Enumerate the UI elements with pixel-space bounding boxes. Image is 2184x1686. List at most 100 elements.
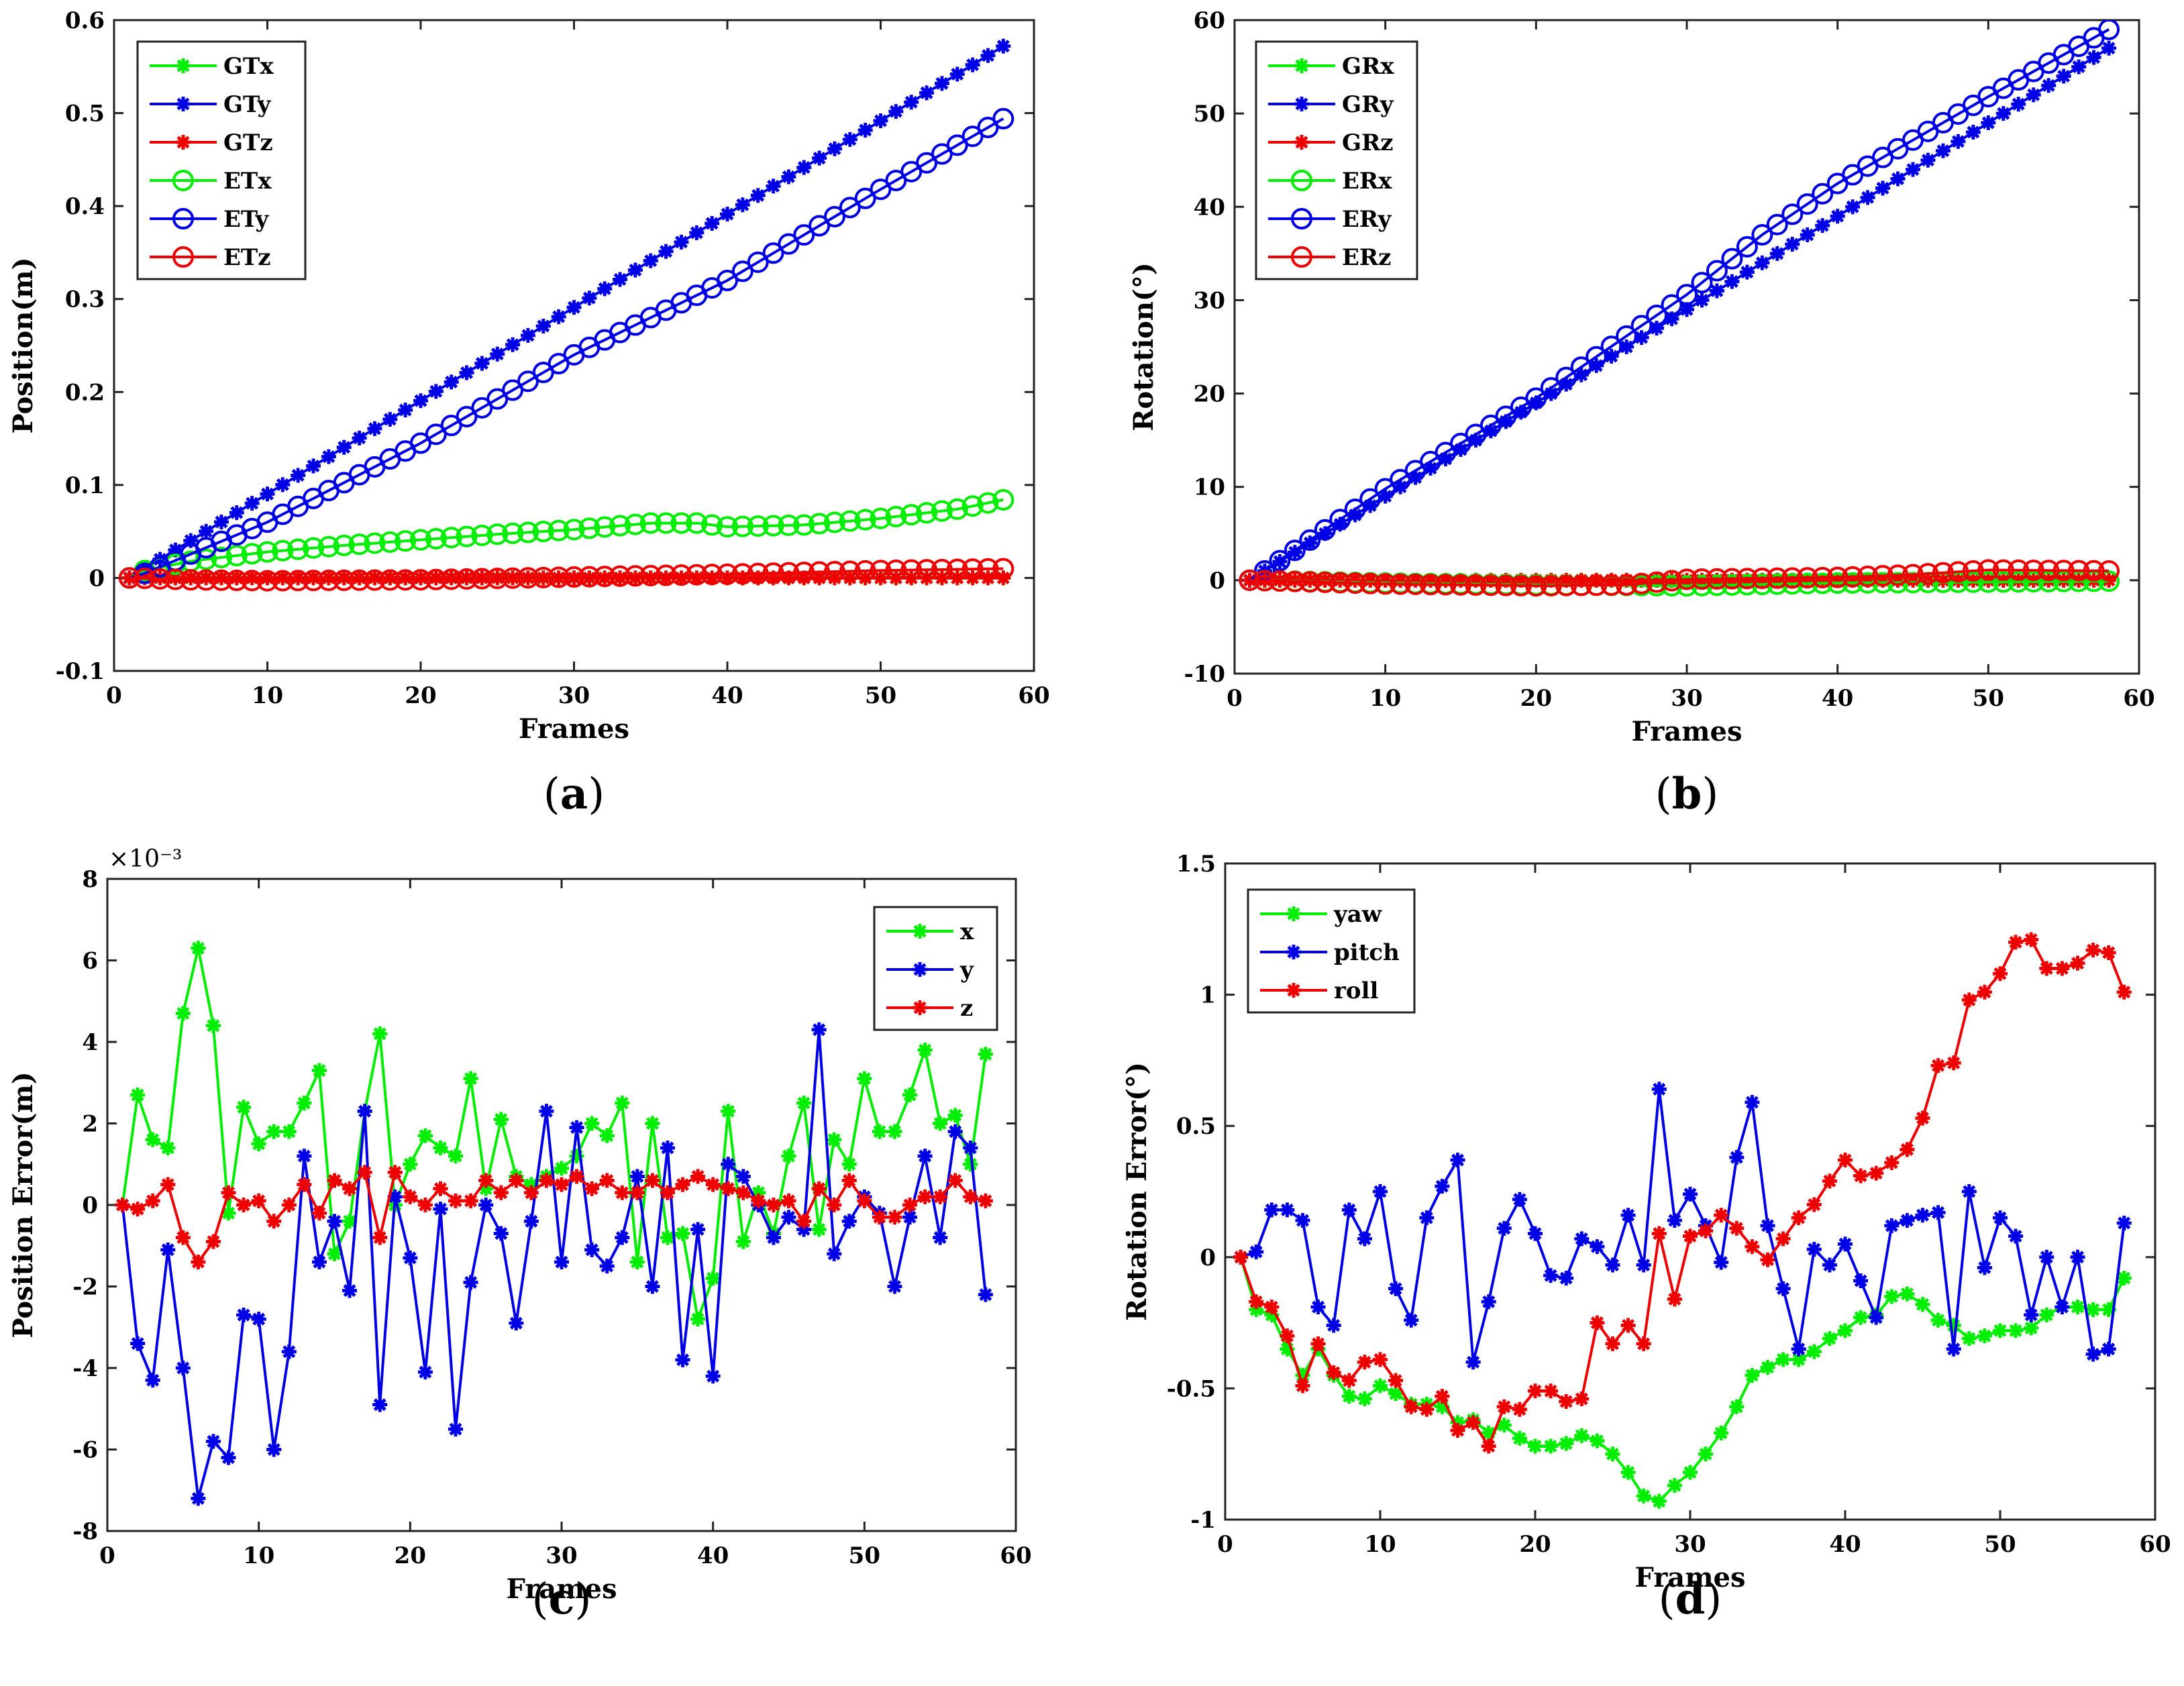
point-pitch [1853,1273,1869,1289]
point-ETz [609,565,631,587]
x-tick-label: 50 [849,1542,880,1569]
point-z [115,1198,130,1212]
point-z [887,1210,902,1225]
point-y [523,1214,539,1229]
point-GRy [2026,87,2041,103]
point-ERz [1736,568,1758,590]
point-GRy [1995,106,2011,121]
point-GRy [1860,190,1875,205]
point-pitch [1559,1271,1574,1286]
point-GTy [812,150,827,166]
point-GTy [582,291,597,306]
point-GTz [352,570,367,586]
point-pitch [1574,1231,1590,1247]
point-ETz [854,560,876,582]
point-GTy [873,113,888,129]
chart-panel-c: 0 10 20 30 40 50 60 -8 -6 -4 -2 0 2 4 6 8 Frames Position… [7,845,1032,1624]
point-ETx [272,539,294,562]
point-ERz [2098,560,2120,582]
point-GRz [1890,572,1906,588]
point-ERz [1374,573,1396,595]
point-ETz [563,566,585,588]
x-axis-label: Frames [507,1573,617,1605]
point-roll [1915,1110,1930,1126]
point-pitch [1806,1242,1822,1257]
point-x [933,1116,948,1131]
point-ETx [364,532,386,554]
point-GTy [275,477,291,492]
point-ETx [931,500,953,522]
point-ERy [1555,366,1577,388]
point-roll [1791,1210,1806,1226]
point-y [342,1283,358,1298]
point-pitch [1683,1186,1698,1202]
point-z [796,1214,812,1229]
legend-marker-ERy [1291,208,1312,229]
point-y [569,1120,584,1135]
point-x [554,1161,569,1176]
point-pitch [1915,1208,1930,1223]
point-ETy [992,107,1015,129]
point-x [191,941,206,956]
series-layer [1233,932,2132,1509]
point-ETz [532,566,554,588]
point-GTy [244,496,260,511]
point-ETy [823,205,845,227]
point-x [615,1096,630,1111]
point-z [160,1177,176,1192]
point-pitch [1373,1184,1388,1199]
point-x [735,1234,751,1249]
point-ERz [1540,574,1562,596]
point-x [584,1116,600,1131]
point-z [766,1198,781,1212]
point-pitch [1930,1205,1946,1220]
point-GTy [566,300,582,315]
point-roll [1310,1336,1326,1351]
point-yaw [1760,1360,1775,1375]
point-y [539,1104,554,1119]
point-ERx [2052,570,2075,592]
point-z [327,1173,342,1188]
legend-marker-y [913,962,927,977]
point-GTy [597,281,613,297]
point-GTy [888,104,904,119]
point-yaw [1388,1386,1404,1402]
point-ERz [1585,574,1608,596]
legend-entry-ERy: ERy [1342,206,1392,233]
point-y [811,1022,827,1037]
point-ERy [1781,203,1804,225]
point-y [766,1230,781,1245]
point-ETx [670,512,692,534]
point-GTy [705,216,720,231]
point-yaw [2101,1302,2116,1318]
point-ETy [717,270,738,291]
point-ERy [1736,235,1758,258]
point-ERz [1239,569,1261,591]
point-pitch [1745,1094,1760,1110]
point-ERz [1555,574,1577,596]
point-ETx [900,504,923,526]
point-yaw [1574,1428,1590,1443]
point-yaw [1698,1446,1714,1462]
point-pitch [1651,1082,1667,1097]
point-GTy [490,346,505,362]
point-ERz [1812,566,1834,588]
point-GTz [873,570,888,586]
point-x [251,1136,266,1151]
point-GTy [674,234,689,250]
point-GTy [321,449,336,464]
y-tick-label: 0 [82,1192,98,1219]
point-roll [1496,1399,1512,1414]
point-GTy [766,178,781,194]
point-ERz [1751,568,1773,590]
point-GRy [1830,209,1845,224]
point-ETz [977,558,999,580]
legend-box [136,40,307,280]
point-ERz [1766,567,1788,589]
point-GTy [904,95,919,110]
point-GTz [857,570,873,586]
point-GRz [1724,572,1740,588]
legend-entry-GRy: GRy [1342,91,1394,118]
point-x [751,1185,766,1200]
point-ETx [762,515,784,537]
